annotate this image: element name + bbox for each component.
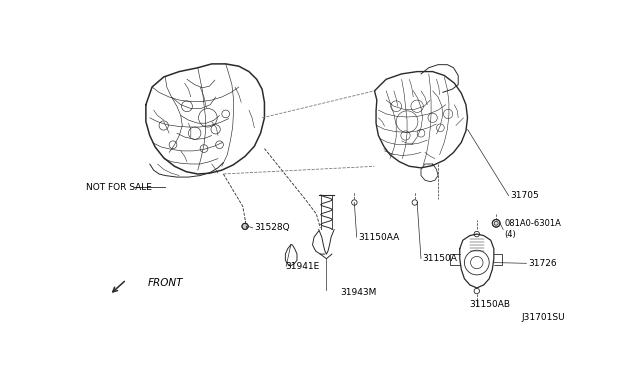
Text: 31726: 31726 <box>528 259 557 268</box>
Text: 31941E: 31941E <box>285 262 319 271</box>
Text: 31150A: 31150A <box>422 254 458 263</box>
Text: 31943M: 31943M <box>340 288 377 297</box>
Text: 31528Q: 31528Q <box>254 224 290 232</box>
Text: FRONT: FRONT <box>148 278 184 288</box>
Circle shape <box>242 223 248 230</box>
Text: 31150AB: 31150AB <box>469 301 510 310</box>
Text: 31705: 31705 <box>510 191 539 200</box>
Text: J31701SU: J31701SU <box>522 314 565 323</box>
Text: 081A0-6301A
(4): 081A0-6301A (4) <box>505 219 561 240</box>
Circle shape <box>492 219 500 227</box>
Text: 31150AA: 31150AA <box>358 232 399 242</box>
Text: NOT FOR SALE: NOT FOR SALE <box>86 183 152 192</box>
